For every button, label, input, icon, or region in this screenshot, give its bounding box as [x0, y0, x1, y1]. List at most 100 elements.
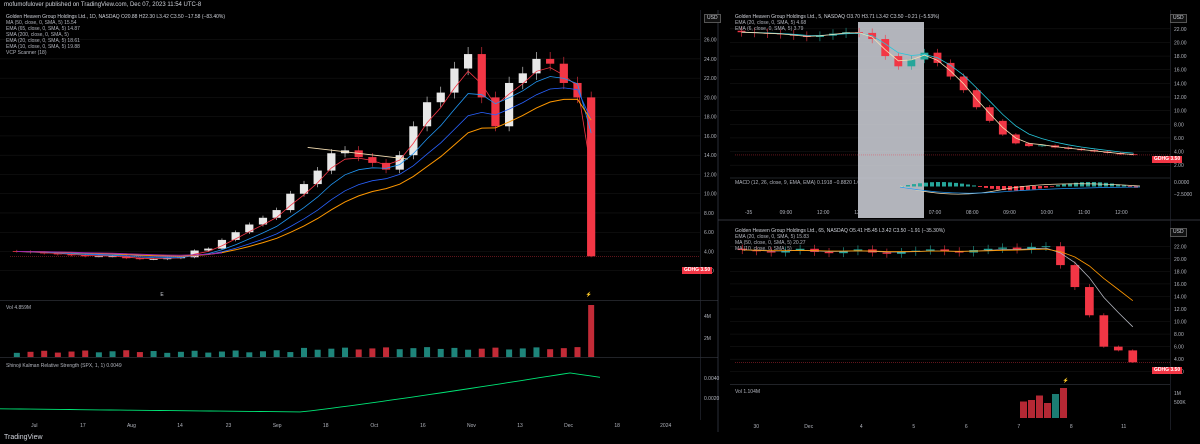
candle-body [925, 249, 935, 251]
candle-body [313, 170, 322, 185]
daily-currency[interactable]: USD [704, 14, 721, 23]
daily-time-tick: Oct [370, 423, 378, 429]
m5-macd-bar [906, 185, 910, 187]
m65-legend: Golden Heaven Group Holdings Ltd., 65, N… [735, 228, 945, 252]
m65-volume-bar [1028, 400, 1035, 418]
candle-body [108, 256, 117, 258]
daily-volume-bar [506, 349, 513, 357]
m5-price-tick: 20.00 [1174, 40, 1187, 46]
m65-vol-legend: Vol 1.104M [735, 389, 761, 395]
tradingview-logo[interactable]: TradingView [4, 434, 43, 441]
daily-price-tick: 6.00 [704, 230, 714, 236]
daily-volume-bar [396, 349, 403, 357]
daily-vol-tick: 2M [704, 336, 711, 342]
m65-chart-marks[interactable] [735, 242, 1170, 418]
candle-body [381, 162, 391, 170]
candle-body [781, 250, 790, 253]
daily-volume-bar [533, 347, 540, 357]
daily-price-tag: GDHG 3.50 [682, 267, 713, 274]
candle-body [587, 97, 596, 257]
daily-volume-bar [287, 352, 294, 357]
m65-time-tick: 6 [965, 424, 968, 430]
m5-time-tick: 12:00 [1115, 210, 1128, 216]
m5-macd-bar [912, 184, 916, 187]
m5-macd-bar [1128, 186, 1132, 187]
m65-price-tick: 4.00 [1174, 357, 1184, 363]
m65-time-tick: 8 [1070, 424, 1073, 430]
candle-body [907, 59, 916, 67]
daily-legend-title: Golden Heaven Group Holdings Ltd., 1D, N… [6, 14, 226, 20]
m5-macd-line [899, 183, 1141, 195]
candle-body [245, 224, 254, 233]
daily-event-marker: ⚡ [586, 291, 592, 298]
m5-macd-bar [1050, 186, 1054, 187]
m5-legend-ema20: EMA (20, close, 0, SMA, 5) 4.68 [735, 20, 807, 26]
daily-volume-bar [410, 348, 417, 357]
daily-time-tick: Aug [127, 423, 136, 429]
m5-macd-bar [1002, 186, 1006, 191]
daily-kalman-line [0, 372, 601, 413]
daily-volume-bar [259, 351, 266, 357]
m5-macd-bar [1110, 183, 1114, 187]
m5-chart-marks[interactable] [735, 22, 1170, 218]
m65-currency[interactable]: USD [1170, 228, 1187, 237]
daily-time-tick: 13 [517, 423, 523, 429]
candle-body [272, 210, 281, 218]
candle-body [286, 193, 295, 211]
m65-price-tag: GDHG 3.50 [1152, 367, 1183, 374]
daily-volume-bar [328, 348, 335, 357]
candle-body [299, 184, 309, 194]
m5-price-tick: 16.00 [1174, 68, 1187, 74]
daily-vol-legend: Vol 4.859M [6, 305, 32, 311]
daily-kalman-legend: Shinoji Kalman Relative Strength (SPX, 1… [6, 363, 122, 369]
m65-time-tick: 4 [860, 424, 863, 430]
m65-price-tick: 8.00 [1174, 332, 1184, 338]
daily-volume-bar [41, 350, 48, 357]
m5-macd-bar [1092, 182, 1096, 187]
m5-time-tick: 07:00 [929, 210, 942, 216]
m5-macd-bar [966, 184, 970, 187]
daily-volume-bar [27, 351, 34, 357]
daily-ema20-line [16, 76, 592, 259]
candle-body [853, 249, 863, 252]
m5-time-tick: 7 [896, 210, 899, 216]
daily-chart-marks[interactable] [0, 46, 700, 413]
m5-macd-tick: −2.5000 [1174, 192, 1192, 198]
m65-legend-title: Golden Heaven Group Holdings Ltd., 65, N… [735, 228, 945, 234]
candle-body [231, 232, 240, 240]
candle-body [972, 90, 981, 108]
daily-volume-bar [314, 349, 321, 357]
m65-time-tick: 11 [1121, 424, 1126, 430]
m5-macd-bar [924, 182, 928, 187]
m5-price-tick: 4.00 [1174, 150, 1184, 156]
m65-ema20-line [742, 247, 1134, 328]
daily-volume-bar [177, 351, 184, 357]
candle-body [532, 58, 541, 74]
m65-vol-tick: 1M [1174, 391, 1181, 397]
daily-pivot-line [307, 147, 408, 160]
daily-volume-bar [273, 350, 280, 357]
daily-volume-bar [191, 350, 198, 357]
m5-price-tick: 10.00 [1174, 109, 1187, 115]
m5-currency[interactable]: USD [1170, 14, 1187, 23]
daily-legend-ema65: EMA (65, close, 0, SMA, 5) 14.87 [6, 26, 80, 32]
m5-macd-bar [1056, 185, 1060, 187]
candle-body [559, 63, 568, 83]
m5-time-tick: 09:00 [780, 210, 793, 216]
m65-time-tick: 7 [1017, 424, 1020, 430]
m65-volume-bar [1020, 401, 1027, 418]
daily-volume-bar [164, 352, 171, 357]
daily-time-tick: 16 [420, 423, 426, 429]
m5-macd-bar [948, 182, 952, 187]
m65-volume-bar [1036, 395, 1043, 418]
daily-price-tick: 12.00 [704, 172, 717, 178]
m5-macd-bar [978, 186, 982, 187]
m5-macd-bar [954, 182, 958, 187]
candle-body [1085, 287, 1094, 316]
m5-price-tick: 2.00 [1174, 163, 1184, 169]
daily-volume-bar [150, 351, 157, 357]
candle-body [422, 102, 432, 127]
daily-volume-bar [13, 352, 20, 357]
m5-time-tick: 09:00 [1003, 210, 1016, 216]
m65-price-tick: 18.00 [1174, 269, 1187, 275]
